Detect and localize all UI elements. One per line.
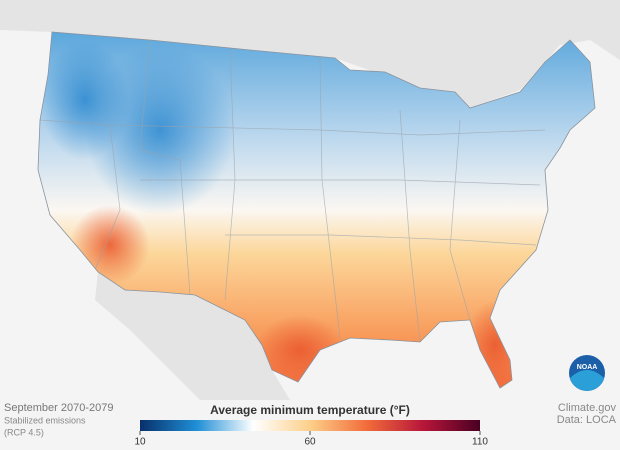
canada [0,0,620,108]
tick-label: 60 [304,437,316,448]
cold-region [40,40,130,160]
tick-label: 110 [472,437,488,448]
logo-wave [570,370,604,391]
logo-text: NOAA [577,364,598,371]
period: September 2070-2079 [4,402,113,414]
colorbar [140,420,480,431]
noaa-logo: NOAA [569,355,605,391]
colorbar-ticks: 10 60 110 [134,431,488,448]
scenario: Stabilized emissions [4,415,86,425]
credit: Climate.gov [558,402,617,414]
state-borders [39,39,546,343]
legend-title: Average minimum temperature (°F) [210,403,410,417]
mexico [95,272,290,400]
credit: Data: LOCA [557,414,617,426]
scenario: (RCP 4.5) [4,427,44,437]
tick-label: 10 [134,437,146,448]
